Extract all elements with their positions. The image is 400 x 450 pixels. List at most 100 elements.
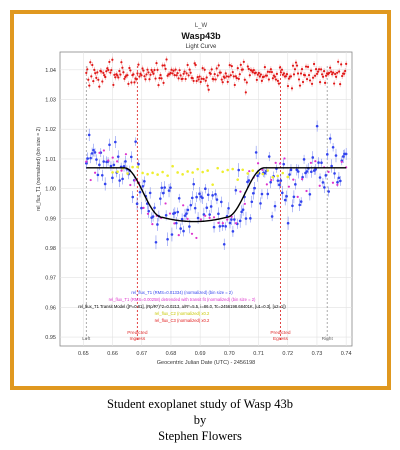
data-point xyxy=(195,195,198,199)
data-point xyxy=(289,168,293,172)
legend-entry: rel_flux_C2 (normalized) x0.2 xyxy=(155,311,210,316)
residual-point xyxy=(126,172,129,175)
data-point xyxy=(103,182,107,186)
comparison-point xyxy=(158,76,161,80)
data-point xyxy=(143,180,146,183)
data-point xyxy=(247,179,251,182)
y-tick-label: 1.03 xyxy=(45,98,56,104)
comparison-point xyxy=(341,74,344,78)
data-point xyxy=(102,160,106,163)
chart-subtitle: Light Curve xyxy=(186,44,217,50)
data-point xyxy=(283,198,287,202)
series-data xyxy=(84,120,348,250)
data-point xyxy=(221,224,225,228)
comparison-point xyxy=(152,72,155,75)
comparison-point xyxy=(295,64,299,67)
residual-point xyxy=(286,175,290,179)
data-point xyxy=(196,216,200,220)
residual-point xyxy=(201,170,204,174)
detrended-point xyxy=(168,212,172,215)
residual-point xyxy=(231,167,234,171)
y-tick-label: 1.02 xyxy=(45,127,56,133)
data-point xyxy=(90,152,94,155)
data-point xyxy=(321,181,325,184)
detrended-point xyxy=(292,178,295,181)
data-point xyxy=(192,182,196,186)
comparison-point xyxy=(245,81,248,84)
comparison-point xyxy=(119,73,122,76)
comparison-point xyxy=(192,79,195,83)
comparison-point xyxy=(215,67,218,70)
marker-label-1: Predicted xyxy=(127,330,148,336)
data-point xyxy=(159,197,162,200)
data-point xyxy=(231,230,235,233)
residual-point xyxy=(236,178,240,181)
comparison-point xyxy=(228,63,231,67)
detrended-point xyxy=(278,162,282,165)
comparison-point xyxy=(191,77,194,80)
data-point xyxy=(121,177,124,181)
comparison-point xyxy=(289,75,293,78)
data-point xyxy=(298,203,302,207)
residual-point xyxy=(276,174,280,178)
comparison-point xyxy=(290,87,294,90)
caption-by: by xyxy=(193,413,207,427)
data-point xyxy=(330,164,333,168)
data-point xyxy=(260,192,264,196)
detrended-point xyxy=(173,222,176,225)
comparison-point xyxy=(243,78,246,81)
data-point xyxy=(98,163,101,167)
data-point xyxy=(151,215,155,218)
data-point xyxy=(89,156,92,160)
data-point xyxy=(215,198,219,201)
detrended-point xyxy=(256,162,260,165)
comparison-point xyxy=(234,75,237,78)
comparison-point xyxy=(315,72,319,75)
data-point xyxy=(112,163,116,167)
x-tick-label: 0.66 xyxy=(107,351,118,357)
comparison-point xyxy=(176,72,179,75)
data-point xyxy=(220,200,223,204)
data-point xyxy=(344,152,348,156)
detrended-point xyxy=(226,218,229,221)
comparison-point xyxy=(136,72,139,75)
residual-point xyxy=(261,172,265,176)
comparison-point xyxy=(204,79,207,82)
comparison-point xyxy=(108,60,111,64)
data-point xyxy=(266,192,270,196)
comparison-point xyxy=(197,78,200,81)
comparison-point xyxy=(135,78,138,81)
residual-point xyxy=(216,166,219,170)
comparison-point xyxy=(97,78,100,81)
data-point xyxy=(328,137,332,140)
y-tick-label: 1.04 xyxy=(45,68,56,74)
comparison-point xyxy=(310,82,314,85)
detrended-point xyxy=(85,160,88,163)
detrended-point xyxy=(102,149,105,152)
data-point xyxy=(336,180,339,184)
comparison-point xyxy=(182,72,185,75)
data-point xyxy=(124,160,127,163)
data-point xyxy=(294,183,297,186)
data-point xyxy=(320,161,323,165)
comparison-point xyxy=(116,74,119,77)
plot-area xyxy=(59,51,353,347)
data-point xyxy=(280,191,284,195)
comparison-point xyxy=(305,77,309,81)
comparison-point xyxy=(206,84,209,87)
data-point xyxy=(129,155,133,159)
x-tick-label: 0.73 xyxy=(312,351,323,357)
comparison-point xyxy=(103,74,106,77)
comparison-point xyxy=(278,66,282,69)
comparison-point xyxy=(246,65,249,68)
comparison-point xyxy=(126,74,129,77)
comparison-point xyxy=(117,76,120,79)
comparison-point xyxy=(254,71,257,74)
x-tick-label: 0.72 xyxy=(282,351,293,357)
comparison-point xyxy=(142,69,145,72)
comparison-point xyxy=(345,62,348,65)
data-point xyxy=(161,191,165,195)
data-point xyxy=(305,170,309,173)
comparison-point xyxy=(340,63,343,66)
comparison-point xyxy=(317,68,321,71)
